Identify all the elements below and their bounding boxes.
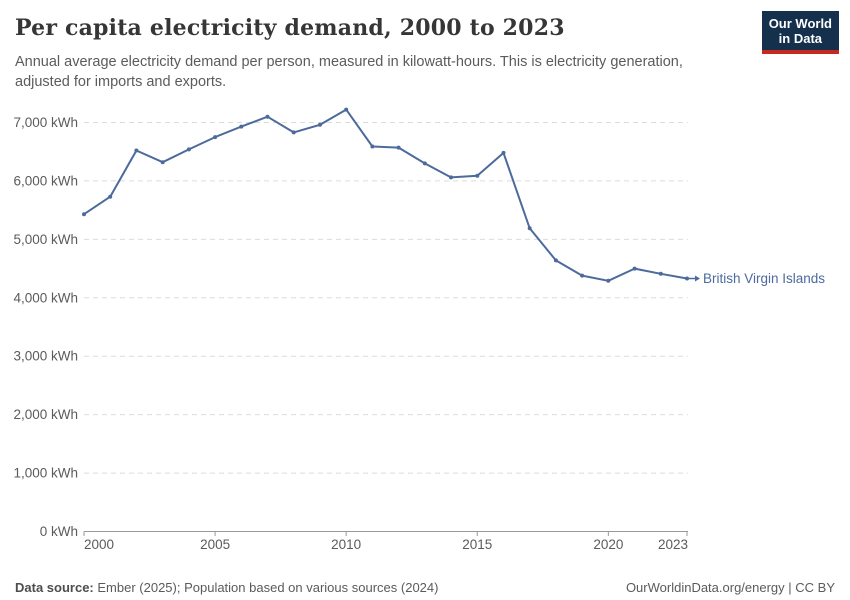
x-axis: 2000 2005 2010 2015 2020 2023 bbox=[83, 531, 688, 552]
data-source-label: Data source: bbox=[15, 580, 94, 595]
subtitle-line-2: adjusted for imports and exports. bbox=[15, 74, 227, 90]
svg-text:2,000 kWh: 2,000 kWh bbox=[13, 407, 78, 422]
y-axis-labels: 0 kWh 1,000 kWh 2,000 kWh 3,000 kWh 4,000 kW… bbox=[13, 115, 78, 539]
gridlines bbox=[84, 122, 688, 474]
owid-logo-line-2: in Data bbox=[778, 31, 823, 46]
svg-text:2005: 2005 bbox=[200, 537, 230, 552]
svg-text:4,000 kWh: 4,000 kWh bbox=[13, 290, 78, 305]
license-link[interactable]: OurWorldinData.org/energy | CC BY bbox=[625, 580, 835, 595]
svg-text:0 kWh: 0 kWh bbox=[40, 524, 78, 539]
svg-text:2020: 2020 bbox=[593, 537, 623, 552]
svg-text:1,000 kWh: 1,000 kWh bbox=[13, 466, 78, 481]
svg-text:7,000 kWh: 7,000 kWh bbox=[13, 115, 78, 130]
svg-text:2010: 2010 bbox=[331, 537, 361, 552]
owid-logo-line-1: Our World bbox=[768, 16, 832, 31]
owid-logo[interactable]: Our World in Data bbox=[761, 11, 839, 54]
svg-text:2015: 2015 bbox=[462, 537, 492, 552]
chart-footer: Data source: Ember (2025); Population ba… bbox=[15, 580, 835, 595]
data-source-note: Data source: Ember (2025); Population ba… bbox=[15, 580, 438, 595]
entity-label[interactable]: British Virgin Islands bbox=[703, 270, 826, 286]
svg-text:5,000 kWh: 5,000 kWh bbox=[13, 232, 78, 247]
data-source-text: Ember (2025); Population based on variou… bbox=[97, 580, 439, 595]
svg-text:2023: 2023 bbox=[658, 537, 688, 552]
data-points bbox=[82, 107, 689, 283]
svg-text:6,000 kWh: 6,000 kWh bbox=[13, 173, 78, 188]
page-title: Per capita electricity demand, 2000 to 2… bbox=[15, 15, 565, 41]
data-line[interactable] bbox=[83, 108, 688, 282]
line-chart-canvas[interactable]: 0 kWh 1,000 kWh 2,000 kWh 3,000 kWh 4,000 kW… bbox=[0, 0, 850, 560]
svg-text:3,000 kWh: 3,000 kWh bbox=[13, 349, 78, 364]
entity-label-connector bbox=[688, 275, 700, 282]
svg-text:2000: 2000 bbox=[84, 537, 114, 552]
subtitle-line-1: Annual average electricity demand per pe… bbox=[15, 54, 683, 70]
page-subtitle: Annual average electricity demand per pe… bbox=[15, 52, 735, 92]
